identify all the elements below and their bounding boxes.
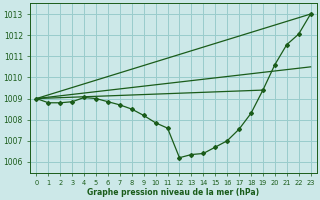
X-axis label: Graphe pression niveau de la mer (hPa): Graphe pression niveau de la mer (hPa) xyxy=(87,188,260,197)
